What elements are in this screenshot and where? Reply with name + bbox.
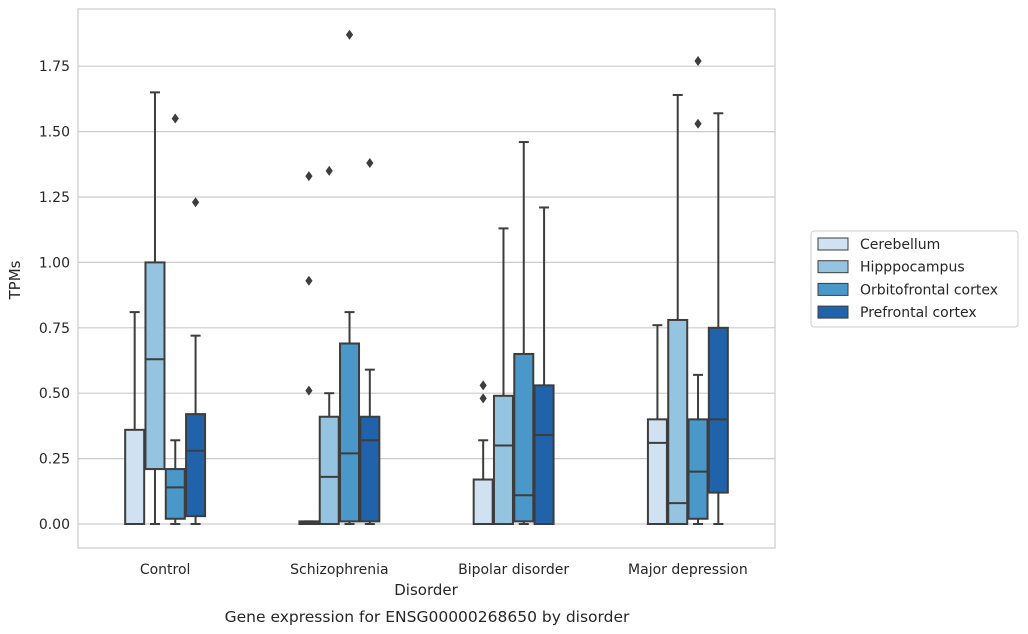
box [472,478,494,526]
outlier-point [305,171,313,182]
legend-label: Orbitofrontal cortex [860,282,998,298]
legend-frame [810,230,1019,328]
box [144,261,166,471]
legend: Cerebellum Hipppocampus Orbitofrontal cort… [810,230,1019,328]
box-group [646,324,668,525]
box [646,418,668,525]
x-tick-label: Schizophrenia [290,562,388,578]
box [124,428,146,526]
box [687,418,709,520]
legend-label: Prefrontal cortex [860,305,977,321]
box-group [124,311,146,526]
box-group [687,55,709,525]
box-group [318,165,340,525]
outlier-point [479,380,487,391]
series-prefrontal-cortex [185,112,729,525]
box-group [492,227,514,526]
series-hipppocampus [144,91,689,526]
x-tick-labels: Control Schizophrenia Bipolar disorder Majo… [140,562,748,578]
box [164,468,186,520]
plot-frame [77,8,776,549]
box-group [298,171,320,525]
outlier-point [694,55,702,66]
box-group [144,91,166,525]
outlier-point [305,385,313,396]
box-group [667,93,689,525]
box-group [533,206,555,525]
box-group [164,113,186,525]
y-tick-label: 1.25 [39,190,70,206]
chart-caption: Gene expression for ENSG00000268650 by d… [225,608,630,626]
legend-swatch [817,282,849,296]
outlier-point [345,29,354,40]
y-tick-label: 1.00 [39,255,70,271]
box-group [513,141,535,525]
box [339,342,361,523]
outlier-point [171,113,179,124]
y-tick-label: 0.75 [39,321,70,337]
box-group [707,112,729,525]
y-tick-label: 0.50 [39,386,70,402]
box [667,318,689,525]
legend-swatch [817,237,849,251]
y-tick-label: 0.00 [39,517,70,533]
y-axis-label: TPMs [6,260,24,300]
box-group [185,197,207,525]
legend-swatch [817,305,849,319]
box [318,415,340,525]
box [513,352,535,523]
outlier-point [366,157,374,168]
box-group [339,29,361,525]
y-tick-label: 0.25 [39,452,70,468]
legend-label: Cerebellum [860,237,940,253]
box-group [359,157,381,525]
x-axis-label: Disorder [394,581,458,599]
y-tick-labels: 0.00 0.25 0.50 0.75 1.00 1.25 1.50 1.75 [39,59,70,533]
x-tick-label: Control [140,562,191,578]
y-tick-label: 1.50 [39,125,70,141]
box [359,415,381,523]
box [185,413,207,518]
box [707,326,729,494]
box [533,384,555,525]
legend-label: Hipppocampus [860,260,965,276]
outlier-point [305,275,313,286]
box-series [124,29,729,526]
y-tick-label: 1.75 [39,59,70,75]
outlier-point [191,197,200,208]
x-tick-label: Bipolar disorder [458,562,569,578]
outlier-point [694,118,702,129]
box [492,394,514,526]
outlier-point [325,165,333,176]
x-tick-label: Major depression [628,562,748,578]
outlier-point [479,393,487,404]
series-orbitofrontal-cortex [164,29,709,525]
box-group [472,380,494,526]
legend-swatch [817,260,849,274]
series-cerebellum [124,171,668,526]
